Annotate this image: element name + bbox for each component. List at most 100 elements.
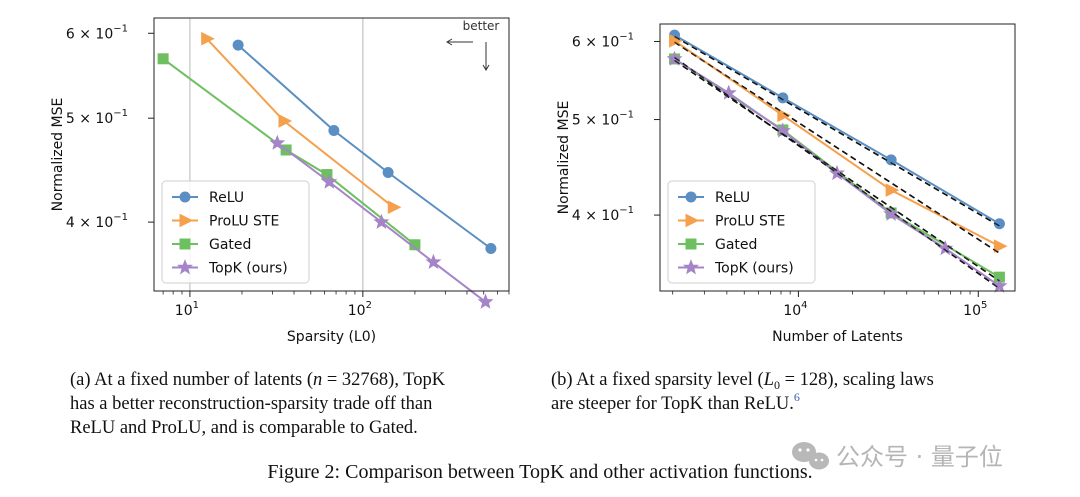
legend-item: Gated xyxy=(678,237,757,253)
y-tick-exponent: −1 xyxy=(113,23,128,34)
data-point xyxy=(321,173,338,189)
x-tick-exponent: 4 xyxy=(801,300,807,311)
legend-label: ProLU STE xyxy=(715,214,785,230)
y-tick-exponent: −1 xyxy=(619,110,634,121)
x-tick-label: 102 xyxy=(348,300,372,319)
watermark-text: 公众号 · 量子位 xyxy=(836,443,1003,471)
series-line xyxy=(237,44,492,250)
data-point xyxy=(720,84,737,100)
y-tick-label: 4 × 10−1 xyxy=(66,212,128,231)
data-point xyxy=(387,200,402,215)
x-tick-exponent: 2 xyxy=(366,300,372,311)
series-relu xyxy=(232,39,497,254)
data-point xyxy=(373,213,390,229)
y-tick-exponent: −1 xyxy=(619,31,634,42)
fit-line-overlay xyxy=(674,41,1000,254)
svg-text:(b) At a fixed sparsity level: (b) At a fixed sparsity level (L0 = 128)… xyxy=(551,370,934,392)
better-annotation: better xyxy=(463,19,500,33)
series-line xyxy=(673,34,1000,225)
svg-text:(a) At a fixed number of laten: (a) At a fixed number of latents (n = 32… xyxy=(70,370,446,390)
fit-line-overlay xyxy=(674,35,1000,227)
data-point xyxy=(328,124,340,136)
chart-a-sparsity: 101 102 6 × 10−1 5 × 10−1 4 × 10−1 Sparsity (… xyxy=(50,17,510,345)
y-tick-label: 5 × 10−1 xyxy=(572,110,634,129)
y-tick-exponent: −1 xyxy=(619,205,634,216)
plot-frame xyxy=(153,17,510,292)
legend-marker xyxy=(685,238,697,250)
data-point xyxy=(382,166,394,178)
legend: ReLU ProLU STE Gated TopK (ours) xyxy=(161,180,310,284)
legend-item: ReLU xyxy=(678,190,750,206)
down-arrow-head xyxy=(482,64,490,71)
data-point xyxy=(828,164,845,181)
plot-frame xyxy=(659,23,1016,292)
data-point xyxy=(991,277,1008,293)
x-axis-label: Sparsity (L0) xyxy=(287,329,376,345)
legend-marker xyxy=(685,213,700,228)
legend-marker xyxy=(179,238,191,250)
y-tick-label: 5 × 10−1 xyxy=(66,108,128,127)
fit-line-overlay xyxy=(674,59,1000,282)
legend-label: TopK (ours) xyxy=(208,261,288,277)
data-point xyxy=(425,253,442,270)
x-axis-label: Number of Latents xyxy=(772,329,903,345)
y-tick-label: 6 × 10−1 xyxy=(572,31,634,50)
data-point xyxy=(477,293,494,309)
legend-item: TopK (ours) xyxy=(678,259,794,277)
legend-item: Gated xyxy=(172,237,251,253)
legend-label: ProLU STE xyxy=(209,214,279,230)
legend-item: ProLU STE xyxy=(678,214,785,230)
data-point xyxy=(993,239,1008,253)
y-tick-label: 4 × 10−1 xyxy=(572,205,634,224)
series-relu xyxy=(669,29,1005,230)
svg-text:are steeper for TopK than ReLU: are steeper for TopK than ReLU.6 xyxy=(551,390,800,414)
legend-label: ReLU xyxy=(715,190,750,206)
wechat-icon xyxy=(792,442,829,470)
data-point xyxy=(269,134,286,150)
series-line xyxy=(162,57,416,246)
caption-b: (b) At a fixed sparsity level (L0 = 128)… xyxy=(551,370,934,414)
data-point xyxy=(777,92,789,104)
legend-box xyxy=(667,180,816,284)
left-arrow-head xyxy=(446,38,453,46)
legend-item: ReLU xyxy=(172,190,244,206)
legend-box xyxy=(161,180,310,284)
data-point xyxy=(777,108,791,123)
legend-label: Gated xyxy=(715,237,757,253)
watermark: 公众号 · 量子位 xyxy=(792,442,1003,471)
legend-marker xyxy=(179,213,194,228)
x-tick-exponent: 5 xyxy=(981,300,987,311)
x-tick-exponent: 1 xyxy=(193,300,199,311)
y-tick-label: 6 × 10−1 xyxy=(66,23,128,42)
legend-label: ReLU xyxy=(209,190,244,206)
legend-label: Gated xyxy=(209,237,251,253)
fit-line-overlay xyxy=(674,56,1000,290)
better-arrows-icon xyxy=(446,38,490,71)
x-tick-label: 105 xyxy=(963,300,987,319)
legend-item: TopK (ours) xyxy=(172,259,288,277)
y-tick-exponent: −1 xyxy=(113,212,128,223)
data-point xyxy=(885,183,900,197)
legend-marker xyxy=(685,191,697,203)
data-point xyxy=(201,31,215,46)
x-tick-label: 104 xyxy=(783,300,807,319)
legend-marker xyxy=(176,259,194,275)
legend-label: TopK (ours) xyxy=(714,261,794,277)
data-point xyxy=(278,114,293,128)
caption-a: (a) At a fixed number of latents (n = 32… xyxy=(70,370,446,438)
x-tick-label: 101 xyxy=(175,300,199,319)
legend-marker xyxy=(682,259,700,275)
figure-caption: Figure 2: Comparison between TopK and ot… xyxy=(267,461,812,483)
svg-text:has a better reconstruction-sp: has a better reconstruction-sparsity tra… xyxy=(70,394,432,414)
chart-b-latents: 104 105 6 × 10−1 5 × 10−1 4 × 10−1 Number of … xyxy=(556,23,1016,345)
series-topk-ours xyxy=(269,134,494,309)
data-point xyxy=(232,39,244,51)
y-tick-exponent: −1 xyxy=(113,108,128,119)
svg-text:ReLU and ProLU, and is compara: ReLU and ProLU, and is comparable to Gat… xyxy=(70,418,418,438)
y-axis-label: Normalized MSE xyxy=(50,98,66,212)
legend-item: ProLU STE xyxy=(172,214,279,230)
legend: ReLU ProLU STE Gated TopK (ours) xyxy=(667,180,816,284)
series-prolu-ste xyxy=(201,31,402,215)
data-point xyxy=(883,205,900,221)
